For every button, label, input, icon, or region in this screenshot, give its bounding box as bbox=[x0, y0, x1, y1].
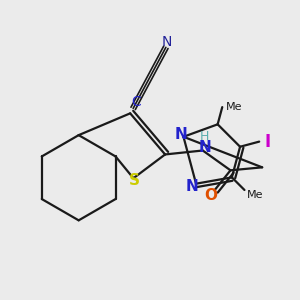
Text: N: N bbox=[198, 140, 211, 155]
Text: S: S bbox=[129, 173, 140, 188]
Text: O: O bbox=[204, 188, 217, 202]
Text: N: N bbox=[162, 35, 172, 50]
Text: N: N bbox=[175, 127, 188, 142]
Text: I: I bbox=[264, 133, 270, 151]
Text: N: N bbox=[186, 179, 199, 194]
Text: H: H bbox=[200, 130, 209, 143]
Text: C: C bbox=[131, 95, 141, 110]
Text: Me: Me bbox=[247, 190, 263, 200]
Text: Me: Me bbox=[226, 102, 243, 112]
